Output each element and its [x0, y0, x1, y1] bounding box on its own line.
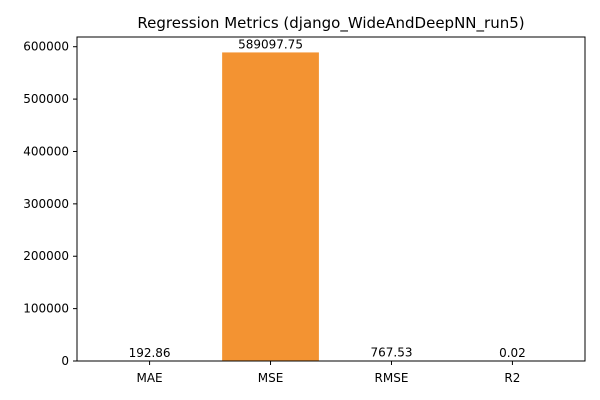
x-tick-label-r2: R2	[504, 371, 520, 385]
y-tick-label: 0	[61, 354, 69, 368]
data-labels-group: 192.86 589097.75 767.53 0.02	[129, 37, 526, 360]
data-label-rmse: 767.53	[370, 346, 412, 360]
y-tick-label: 500000	[23, 92, 69, 106]
y-tick-label: 300000	[23, 197, 69, 211]
x-tick-label-mae: MAE	[136, 371, 162, 385]
y-axis: 0 100000 200000 300000 400000 500000 600000	[23, 40, 77, 368]
y-tick-label: 100000	[23, 302, 69, 316]
chart-title: Regression Metrics (django_WideAndDeepNN…	[137, 14, 524, 33]
x-tick-label-rmse: RMSE	[375, 371, 409, 385]
data-label-mse: 589097.75	[238, 37, 303, 51]
data-label-mae: 192.86	[129, 346, 171, 360]
y-tick-label: 200000	[23, 249, 69, 263]
plot-frame	[76, 36, 586, 362]
data-label-r2: 0.02	[499, 346, 526, 360]
x-axis: MAE MSE RMSE R2	[136, 361, 520, 385]
y-tick-label: 400000	[23, 144, 69, 158]
y-tick-label: 600000	[23, 40, 69, 54]
bars-group	[101, 52, 440, 361]
x-tick-label-mse: MSE	[258, 371, 284, 385]
bar-mse	[222, 52, 319, 361]
